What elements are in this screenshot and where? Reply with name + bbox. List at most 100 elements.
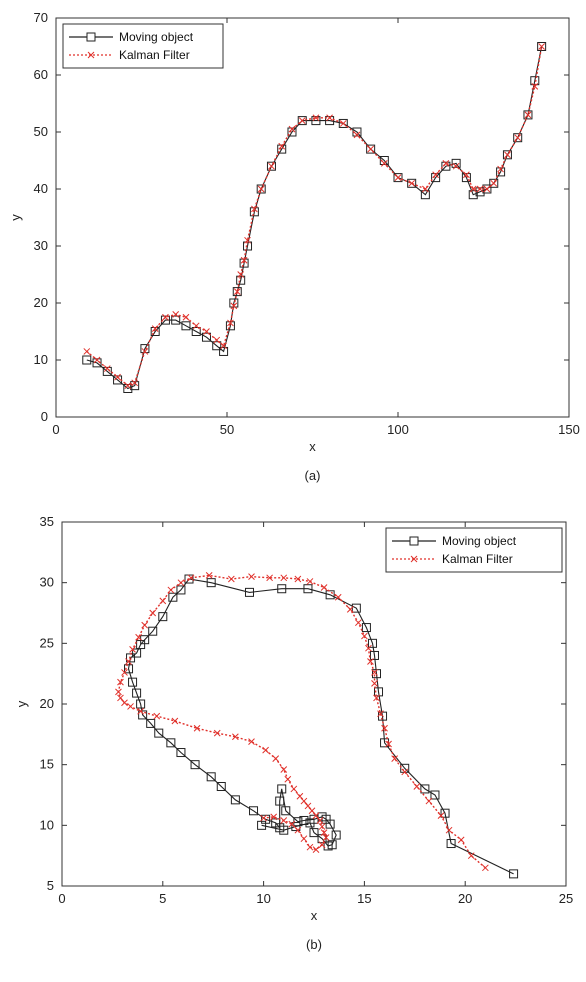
legend-marker bbox=[410, 555, 418, 563]
data-point bbox=[316, 817, 324, 824]
data-point bbox=[141, 621, 149, 629]
data-point bbox=[431, 173, 441, 183]
data-point bbox=[266, 161, 276, 171]
data-point bbox=[312, 114, 320, 122]
data-point bbox=[190, 760, 200, 770]
data-point bbox=[162, 313, 169, 321]
data-point bbox=[288, 820, 296, 828]
data-point bbox=[176, 585, 186, 595]
data-point bbox=[451, 158, 461, 168]
data-point bbox=[280, 817, 288, 824]
data-point bbox=[278, 142, 286, 150]
data-point bbox=[371, 669, 381, 679]
data-point bbox=[371, 680, 378, 687]
data-point bbox=[304, 802, 312, 810]
data-point bbox=[446, 839, 456, 849]
data-point bbox=[280, 766, 288, 773]
data-point bbox=[203, 328, 210, 335]
data-point bbox=[172, 311, 180, 318]
data-point bbox=[167, 586, 175, 594]
y-tick-label: 20 bbox=[40, 696, 54, 711]
y-tick-label: 25 bbox=[40, 635, 54, 650]
data-point bbox=[440, 808, 450, 818]
data-point bbox=[380, 159, 388, 167]
data-point bbox=[158, 612, 168, 622]
data-point bbox=[432, 171, 439, 179]
series-line bbox=[86, 46, 543, 390]
data-point bbox=[490, 179, 498, 187]
x-axis-label-b: x bbox=[311, 908, 318, 923]
data-point bbox=[166, 738, 176, 748]
data-point bbox=[219, 346, 229, 356]
data-point bbox=[216, 782, 226, 792]
y-tick-label: 35 bbox=[40, 514, 54, 529]
data-point bbox=[325, 819, 335, 829]
y-tick-label: 0 bbox=[41, 409, 48, 424]
data-point bbox=[151, 325, 159, 333]
data-point bbox=[103, 365, 111, 372]
data-point bbox=[442, 159, 450, 167]
data-point bbox=[270, 813, 278, 821]
data-point bbox=[121, 669, 128, 676]
data-point bbox=[159, 597, 167, 605]
data-point bbox=[537, 42, 547, 51]
data-point bbox=[394, 174, 402, 181]
data-point bbox=[441, 161, 451, 171]
data-point bbox=[457, 836, 465, 844]
data-point bbox=[227, 319, 234, 327]
x-tick-label: 5 bbox=[159, 891, 166, 906]
data-point bbox=[240, 256, 248, 264]
data-point bbox=[385, 740, 392, 748]
data-point bbox=[504, 151, 511, 159]
data-point bbox=[244, 236, 251, 244]
data-point bbox=[115, 688, 122, 696]
data-point bbox=[430, 790, 440, 800]
data-point bbox=[137, 707, 144, 715]
data-point bbox=[483, 185, 491, 193]
x-tick-label: 25 bbox=[559, 891, 573, 906]
data-point bbox=[437, 812, 445, 819]
data-point bbox=[124, 664, 134, 674]
data-point bbox=[322, 834, 330, 841]
data-point bbox=[288, 125, 296, 133]
data-point bbox=[232, 287, 242, 297]
data-point bbox=[366, 144, 376, 154]
data-point bbox=[117, 678, 124, 686]
x-tick-label: 15 bbox=[357, 891, 371, 906]
data-point bbox=[312, 812, 320, 819]
data-point bbox=[256, 184, 266, 194]
y-tick-label: 20 bbox=[34, 295, 48, 310]
data-point bbox=[233, 288, 241, 295]
data-point bbox=[291, 822, 301, 832]
legend-a: Moving object Kalman Filter bbox=[62, 23, 224, 69]
data-point bbox=[168, 592, 178, 602]
data-point bbox=[401, 768, 409, 776]
data-point bbox=[177, 579, 185, 587]
data-point bbox=[201, 332, 211, 342]
data-point bbox=[306, 843, 314, 851]
data-point bbox=[125, 658, 132, 665]
data-point bbox=[463, 171, 470, 179]
data-point bbox=[127, 703, 134, 710]
data-point bbox=[297, 116, 307, 126]
x-tick-label: 20 bbox=[458, 891, 472, 906]
series-kalman-filter bbox=[83, 43, 545, 390]
data-point bbox=[514, 134, 522, 142]
data-point bbox=[294, 826, 302, 834]
data-point bbox=[266, 574, 274, 582]
data-point bbox=[318, 823, 326, 830]
data-point bbox=[408, 179, 416, 187]
data-point bbox=[176, 748, 186, 758]
data-point bbox=[205, 572, 213, 579]
data-point bbox=[83, 348, 91, 355]
series-moving-object bbox=[124, 574, 519, 879]
data-point bbox=[272, 755, 280, 762]
data-point bbox=[420, 784, 430, 794]
data-point bbox=[92, 358, 102, 368]
data-point bbox=[132, 648, 142, 658]
x-tick-label: 100 bbox=[387, 422, 409, 437]
data-point bbox=[381, 724, 388, 732]
data-point bbox=[325, 590, 335, 600]
y-tick-label: 30 bbox=[40, 575, 54, 590]
data-point bbox=[338, 118, 348, 128]
